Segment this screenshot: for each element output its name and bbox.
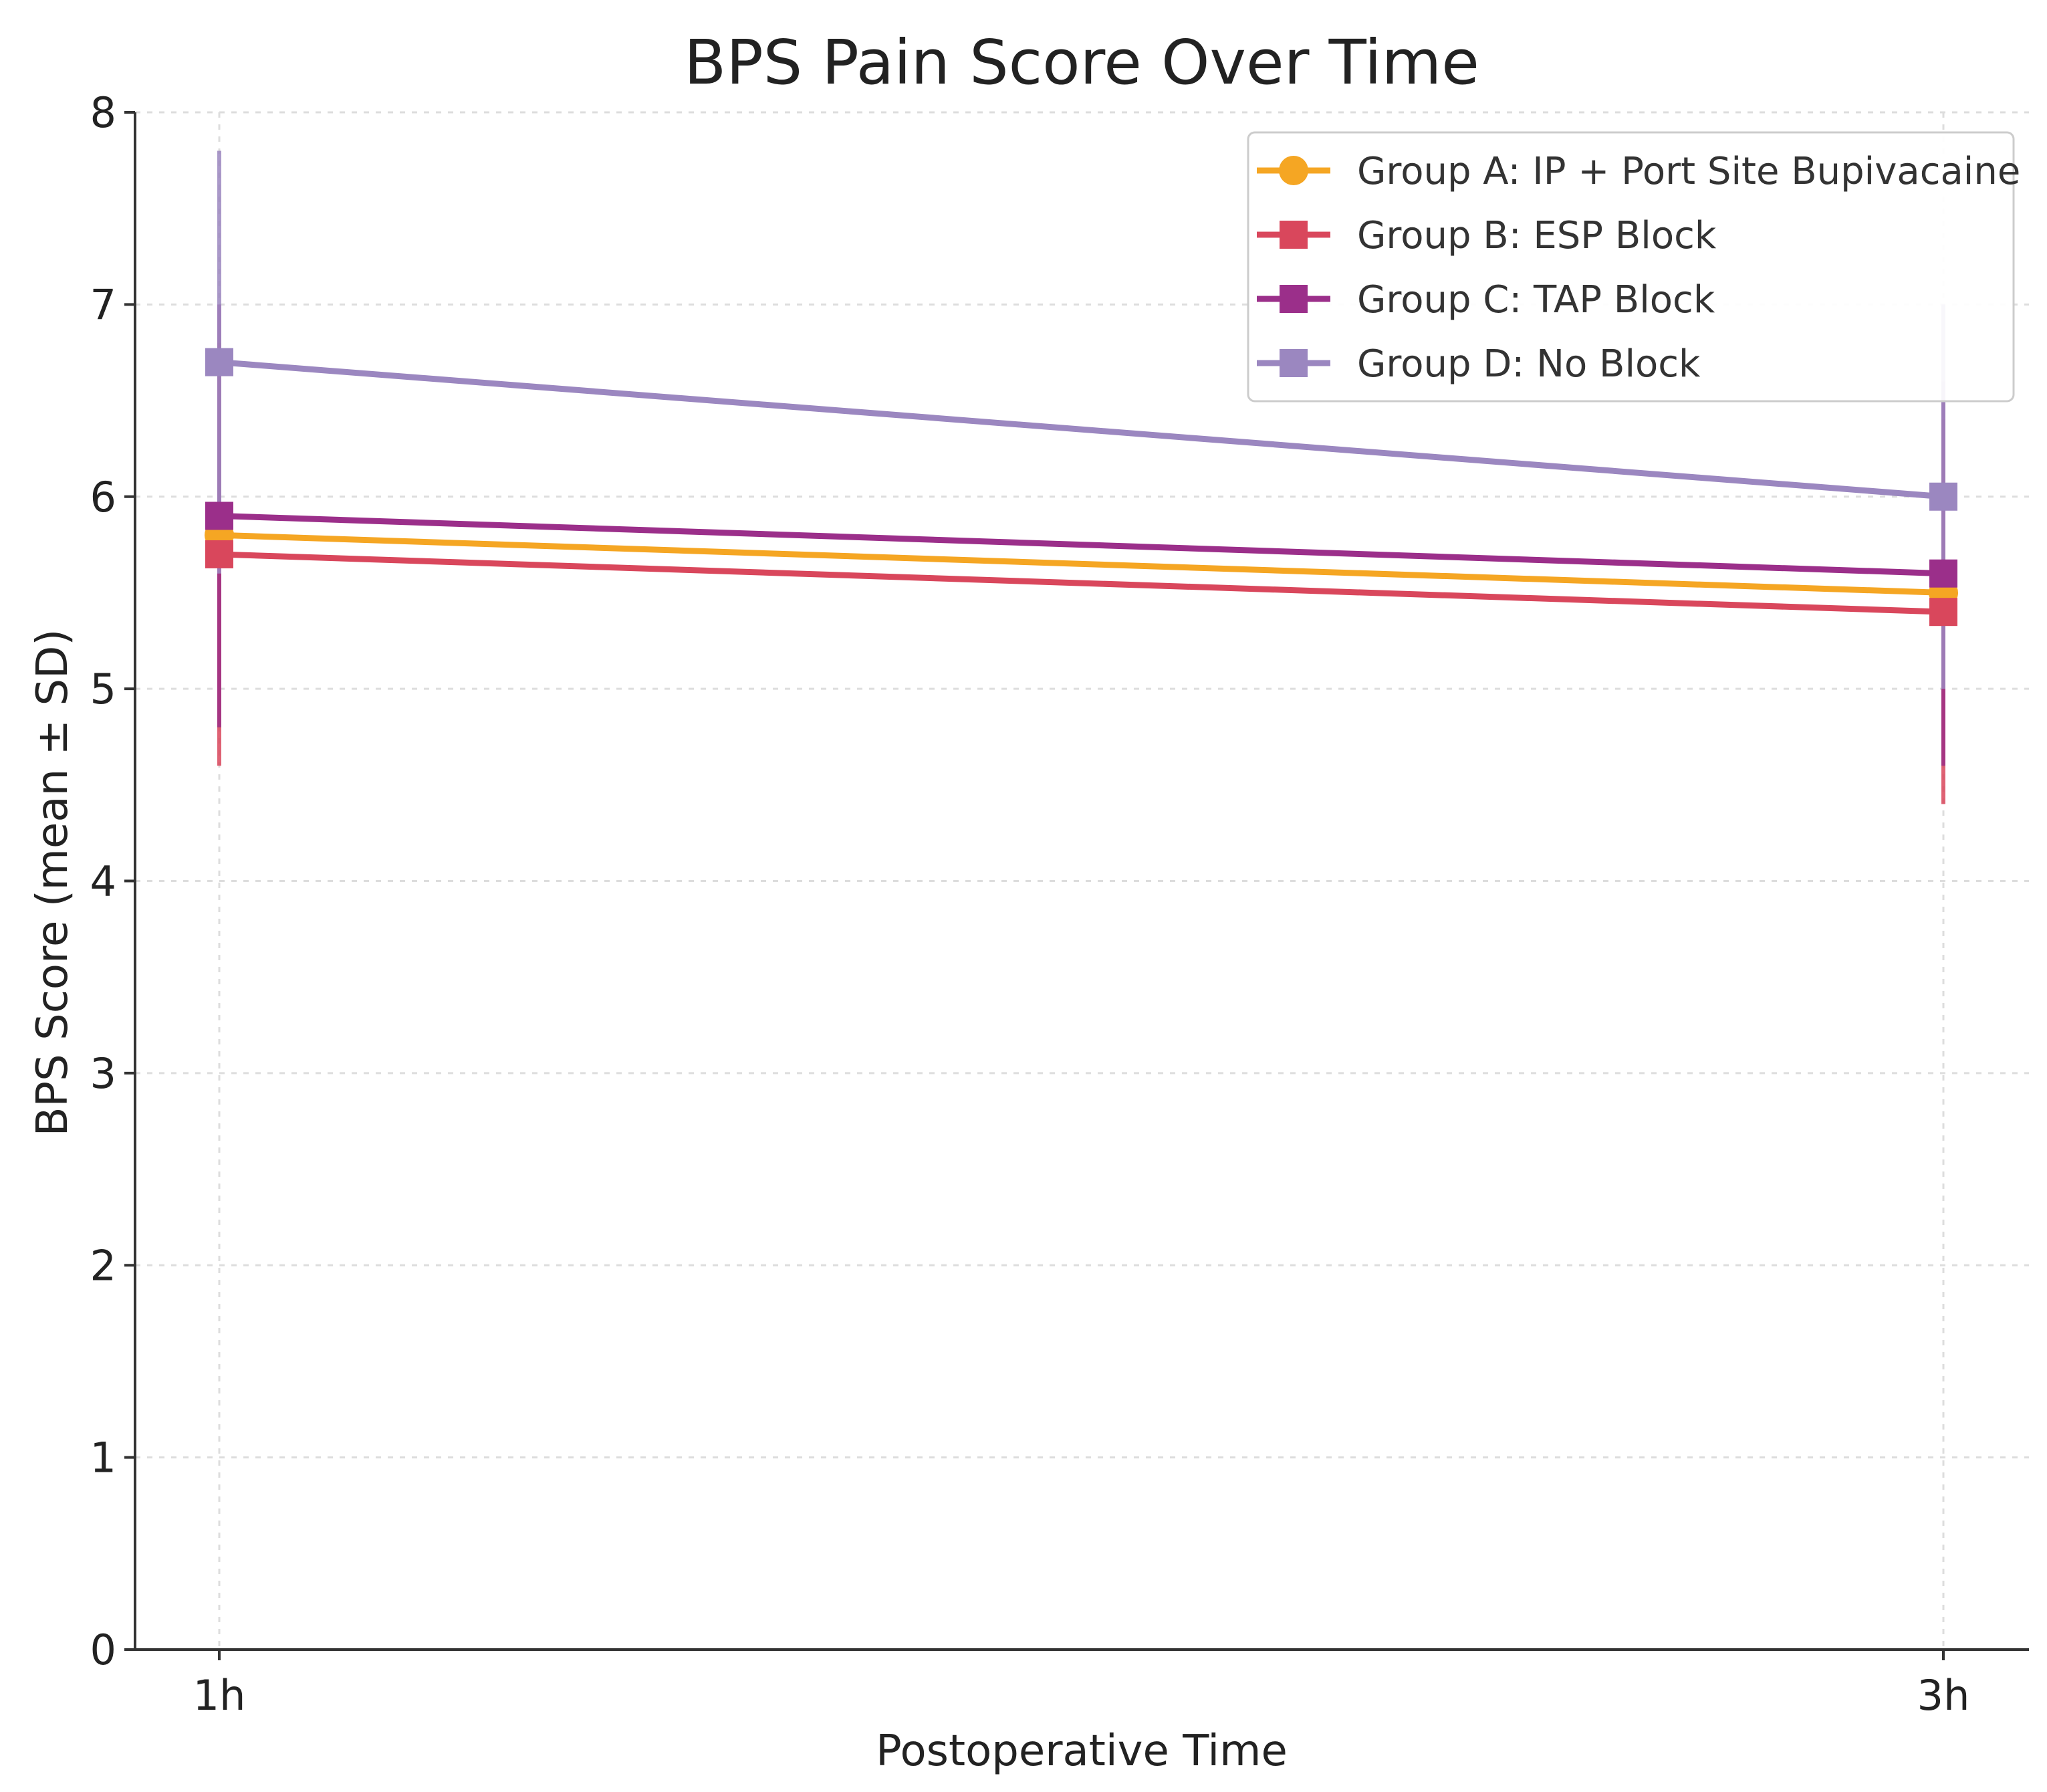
y-tick-label: 8 bbox=[90, 88, 116, 137]
legend-label: Group D: No Block bbox=[1357, 342, 1701, 386]
series-line bbox=[219, 532, 1944, 596]
y-tick-label: 5 bbox=[90, 665, 116, 713]
series-line bbox=[219, 359, 1944, 500]
legend-marker bbox=[1280, 349, 1308, 377]
legend-marker bbox=[1280, 285, 1308, 313]
legend-label: Group B: ESP Block bbox=[1357, 214, 1717, 257]
y-tick-label: 0 bbox=[90, 1626, 116, 1674]
series-line bbox=[219, 551, 1944, 615]
data-point bbox=[205, 501, 233, 530]
legend: Group A: IP + Port Site Bupivacaine Group… bbox=[1247, 131, 2020, 403]
x-axis-label: Postoperative Time bbox=[876, 1726, 1288, 1776]
y-tick-label: 7 bbox=[90, 280, 116, 329]
chart-title: BPS Pain Score Over Time bbox=[684, 27, 1479, 98]
data-point bbox=[1929, 559, 1957, 588]
x-tick-label: 1h bbox=[193, 1671, 246, 1720]
legend-label: Group C: TAP Block bbox=[1357, 278, 1715, 322]
series-lines bbox=[219, 359, 1944, 615]
data-point bbox=[205, 540, 233, 568]
data-point bbox=[1929, 482, 1957, 511]
legend-marker bbox=[1280, 221, 1308, 249]
x-tick-label: 3h bbox=[1917, 1671, 1970, 1720]
legend-label: Group A: IP + Port Site Bupivacaine bbox=[1357, 150, 2020, 193]
series-markers bbox=[205, 348, 1958, 627]
series-line bbox=[219, 512, 1944, 577]
y-tick-label: 4 bbox=[90, 857, 116, 906]
y-tick-label: 6 bbox=[90, 473, 116, 522]
data-point bbox=[205, 348, 233, 376]
y-tick-label: 3 bbox=[90, 1049, 116, 1098]
y-axis-ticks: 0 1 2 3 4 5 6 7 8 bbox=[90, 88, 135, 1674]
legend-marker bbox=[1279, 156, 1308, 185]
y-axis-label: BPS Score (mean ± SD) bbox=[28, 629, 78, 1137]
axes bbox=[134, 112, 2029, 1651]
legend-box bbox=[1247, 131, 2015, 403]
x-axis-ticks: 1h 3h bbox=[193, 1650, 1970, 1720]
y-tick-label: 1 bbox=[90, 1434, 116, 1482]
data-point bbox=[1929, 598, 1957, 627]
y-tick-label: 2 bbox=[90, 1241, 116, 1290]
